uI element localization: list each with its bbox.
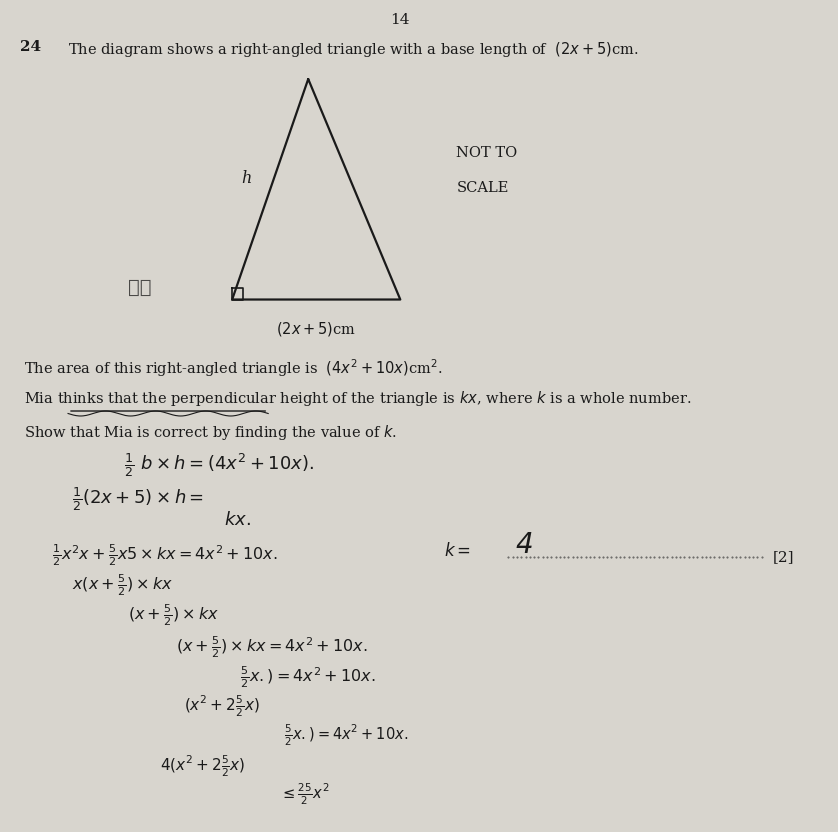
Text: $(x^2+2\frac{5}{2}x)$: $(x^2+2\frac{5}{2}x)$ — [184, 693, 260, 719]
Text: $\leq \frac{25}{2}x^2$: $\leq \frac{25}{2}x^2$ — [280, 782, 330, 807]
Text: $\frac{1}{2}$$\ b \times h = (4x^2+10x).$: $\frac{1}{2}$$\ b \times h = (4x^2+10x).… — [124, 451, 314, 478]
Text: $k =$: $k =$ — [444, 542, 471, 560]
Text: The area of this right-angled triangle is  $(4x^2 +10x)$cm$^2$.: The area of this right-angled triangle i… — [24, 358, 442, 379]
Text: NOT TO: NOT TO — [457, 146, 518, 160]
Text: Mia thinks that the perpendicular height of the triangle is $kx$, where $k$ is a: Mia thinks that the perpendicular height… — [24, 389, 691, 409]
Text: 装订: 装订 — [128, 278, 152, 296]
Text: SCALE: SCALE — [457, 181, 509, 195]
Text: $x(x+\frac{5}{2})\times kx$: $x(x+\frac{5}{2})\times kx$ — [72, 572, 173, 598]
Text: [2]: [2] — [773, 551, 794, 564]
Text: $(2x + 5)$cm: $(2x + 5)$cm — [277, 320, 356, 339]
Text: h: h — [241, 171, 251, 187]
Text: $\frac{5}{2}x.) = 4x^2+10x.$: $\frac{5}{2}x.) = 4x^2+10x.$ — [284, 722, 408, 747]
Text: $kx.$: $kx.$ — [224, 511, 251, 529]
Text: $\frac{1}{2}x^2x + \frac{5}{2}x5\times kx = 4x^2+10x.$: $\frac{1}{2}x^2x + \frac{5}{2}x5\times k… — [52, 542, 277, 568]
Text: 24: 24 — [20, 40, 41, 54]
Text: $(x+\frac{5}{2})\times kx$: $(x+\frac{5}{2})\times kx$ — [128, 602, 220, 628]
Text: 4: 4 — [515, 531, 533, 559]
Text: $\frac{1}{2}(2x+5)\times h=$: $\frac{1}{2}(2x+5)\times h=$ — [72, 485, 204, 513]
Text: $\frac{5}{2}x.) = 4x^2+10x.$: $\frac{5}{2}x.) = 4x^2+10x.$ — [241, 664, 375, 690]
Text: The diagram shows a right-angled triangle with a base length of  $(2x+5)$cm.: The diagram shows a right-angled triangl… — [68, 40, 639, 59]
Text: Show that Mia is correct by finding the value of $k$.: Show that Mia is correct by finding the … — [24, 423, 397, 442]
Text: 14: 14 — [391, 13, 410, 27]
Text: $(x+\frac{5}{2})\times kx = 4x^2+10x.$: $(x+\frac{5}{2})\times kx = 4x^2+10x.$ — [176, 634, 368, 660]
Text: $4(x^2+2\frac{5}{2}x)$: $4(x^2+2\frac{5}{2}x)$ — [160, 753, 246, 779]
